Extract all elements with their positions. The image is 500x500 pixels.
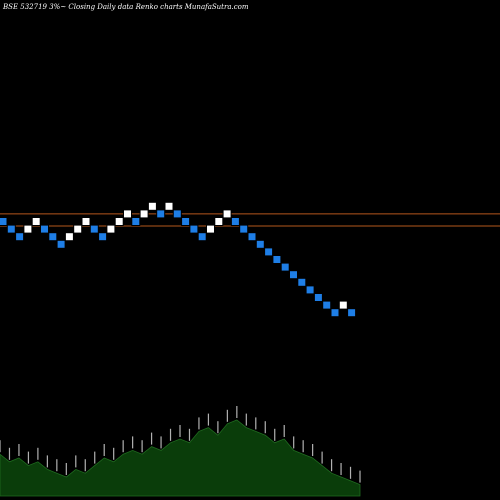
brick-down-12: [98, 232, 108, 242]
volume-label-mark-0: [0, 440, 1, 453]
volume-label-mark-31: [293, 436, 295, 449]
volume-area: [0, 406, 361, 497]
volume-label-mark-19: [179, 425, 181, 437]
brick-down-31: [255, 239, 265, 249]
volume-label-mark-37: [349, 466, 352, 479]
volume-label-mark-38: [359, 470, 361, 483]
brick-up-10: [81, 217, 91, 226]
brick-down-5: [40, 224, 49, 234]
volume-label-mark-13: [122, 440, 124, 453]
volume-label-mark-25: [236, 406, 238, 418]
brick-down-7: [56, 239, 66, 249]
brick-down-16: [131, 217, 141, 226]
volume-label-mark-22: [207, 413, 210, 426]
brick-down-42: [347, 308, 357, 318]
brick-down-32: [264, 247, 274, 257]
volume-label-mark-23: [217, 421, 219, 434]
brick-down-11: [89, 224, 99, 234]
volume-label-mark-32: [302, 440, 304, 453]
volume-label-mark-2: [18, 444, 20, 456]
brick-down-38: [313, 293, 323, 302]
brick-down-0: [0, 217, 8, 226]
volume-label-mark-34: [321, 451, 323, 464]
brick-down-40: [330, 308, 340, 318]
brick-up-4: [31, 217, 41, 226]
brick-up-17: [139, 209, 149, 219]
volume-label-mark-18: [169, 428, 172, 441]
volume-label-mark-36: [340, 463, 342, 475]
brick-up-18: [147, 201, 157, 211]
brick-down-23: [189, 224, 199, 234]
volume-label-mark-24: [226, 409, 228, 422]
volume-label-mark-15: [141, 440, 143, 453]
volume-label-mark-12: [113, 447, 115, 460]
chart-caption: BSE 532719 3%~ Closing Daily data Renko …: [2, 3, 249, 11]
brick-down-34: [280, 262, 290, 272]
brick-down-1: [6, 224, 16, 234]
brick-up-20: [164, 201, 174, 211]
volume-label-mark-10: [94, 451, 96, 464]
brick-up-41: [338, 300, 348, 310]
brick-down-30: [247, 232, 257, 242]
volume-label-mark-1: [8, 447, 11, 460]
brick-up-8: [64, 232, 74, 242]
volume-label-mark-29: [274, 428, 276, 441]
volume-label-mark-28: [264, 421, 266, 434]
brick-down-36: [297, 277, 307, 287]
brick-down-6: [48, 232, 58, 242]
volume-label-mark-35: [330, 459, 333, 472]
brick-down-37: [305, 285, 315, 295]
brick-down-39: [322, 300, 332, 310]
volume-label-mark-6: [56, 459, 58, 472]
brick-up-13: [106, 224, 116, 234]
brick-up-14: [114, 217, 124, 226]
volume-label-mark-3: [27, 451, 30, 464]
volume-label-mark-27: [255, 417, 257, 430]
brick-down-19: [156, 209, 166, 219]
volume-label-mark-14: [132, 436, 134, 449]
renko-bricks: [0, 201, 357, 318]
volume-label-mark-5: [46, 455, 48, 468]
brick-up-3: [23, 224, 33, 234]
brick-up-27: [222, 209, 232, 219]
volume-label-mark-33: [312, 444, 314, 456]
brick-down-35: [289, 270, 298, 280]
volume-label-mark-9: [84, 459, 86, 472]
brick-down-2: [15, 232, 25, 242]
brick-up-15: [123, 209, 132, 219]
volume-label-mark-20: [188, 428, 191, 441]
volume-label-mark-17: [160, 436, 162, 449]
brick-up-25: [206, 224, 215, 234]
brick-down-33: [272, 255, 282, 264]
brick-up-9: [73, 224, 83, 234]
reference-lines: [0, 213, 500, 227]
brick-up-26: [214, 217, 224, 226]
brick-down-22: [181, 217, 191, 226]
volume-area-path: [0, 419, 361, 497]
volume-label-mark-7: [65, 463, 67, 475]
volume-label-mark-30: [283, 425, 285, 437]
brick-down-29: [239, 224, 249, 234]
volume-label-mark-21: [198, 417, 200, 430]
brick-down-24: [197, 232, 207, 242]
volume-label-mark-11: [103, 444, 105, 456]
volume-label-mark-16: [150, 432, 153, 445]
brick-down-21: [172, 209, 182, 219]
brick-down-28: [230, 217, 240, 226]
volume-label-mark-4: [37, 447, 39, 460]
volume-label-mark-26: [245, 413, 247, 426]
volume-label-mark-8: [75, 455, 77, 468]
